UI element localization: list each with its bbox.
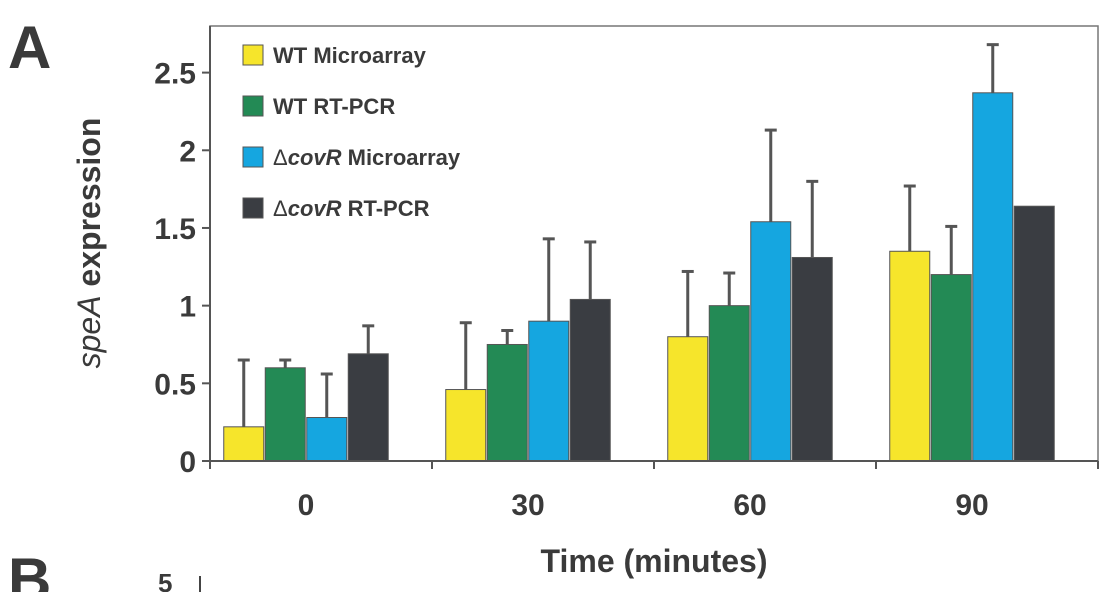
bar [930,274,972,462]
legend-label-text: RT-PCR [342,196,430,221]
bar [667,336,709,462]
y-tick-label: 1 [179,291,196,324]
y-axis-title-rest: expression [71,118,107,296]
x-tick-label: 90 [955,489,988,522]
y-axis-title-italic: speA [71,295,107,368]
bar [569,298,611,462]
legend-label-italic: covR [288,196,342,221]
bar [347,353,389,462]
y-tick-label: 0.5 [154,368,196,401]
legend-label: ΔcovR RT-PCR [273,196,430,221]
panel-label-a: A [8,14,51,81]
y-axis-title: speA expression [71,118,107,369]
x-axis-title: Time (minutes) [541,543,768,579]
bar [889,250,931,462]
bar [528,320,570,462]
legend-label-italic: covR [288,145,342,170]
y-tick-label: 2 [179,135,196,168]
bar [708,305,750,462]
legend-swatch [242,44,264,66]
bar [1013,205,1055,462]
bar [445,389,487,462]
x-tick-label: 60 [733,489,766,522]
panel-label-b: B [8,546,51,592]
bars-group [223,92,1055,462]
error-bars-group [237,43,999,427]
x-tick-label: 30 [511,489,544,522]
legend-label: WT Microarray [273,43,427,68]
legend-label: WT RT-PCR [273,94,395,119]
bar [972,92,1014,462]
bar [486,343,528,462]
legend-label: ΔcovR Microarray [273,145,461,170]
bar [223,426,265,462]
legend-label-prefix: Δ [273,196,288,221]
x-axis: 0 30 60 90 [209,460,1099,522]
legend-swatch [242,146,264,168]
panel-b-tick-label: 5 [158,568,172,592]
bar [306,417,348,462]
x-tick-label: 0 [298,489,315,522]
bar [791,256,833,462]
bar [750,221,792,462]
legend-label-prefix: Δ [273,145,288,170]
y-tick-label: 0 [179,446,196,479]
legend-swatch [242,95,264,117]
legend-label-text: WT RT-PCR [273,94,395,119]
legend-label-text: Microarray [342,145,461,170]
y-tick-label: 2.5 [154,58,196,91]
legend-swatch [242,197,264,219]
y-axis: 0 0.5 1 1.5 2 2.5 [154,26,211,479]
legend-label-text: WT Microarray [273,43,427,68]
bar [264,367,306,462]
y-tick-label: 1.5 [154,213,196,246]
